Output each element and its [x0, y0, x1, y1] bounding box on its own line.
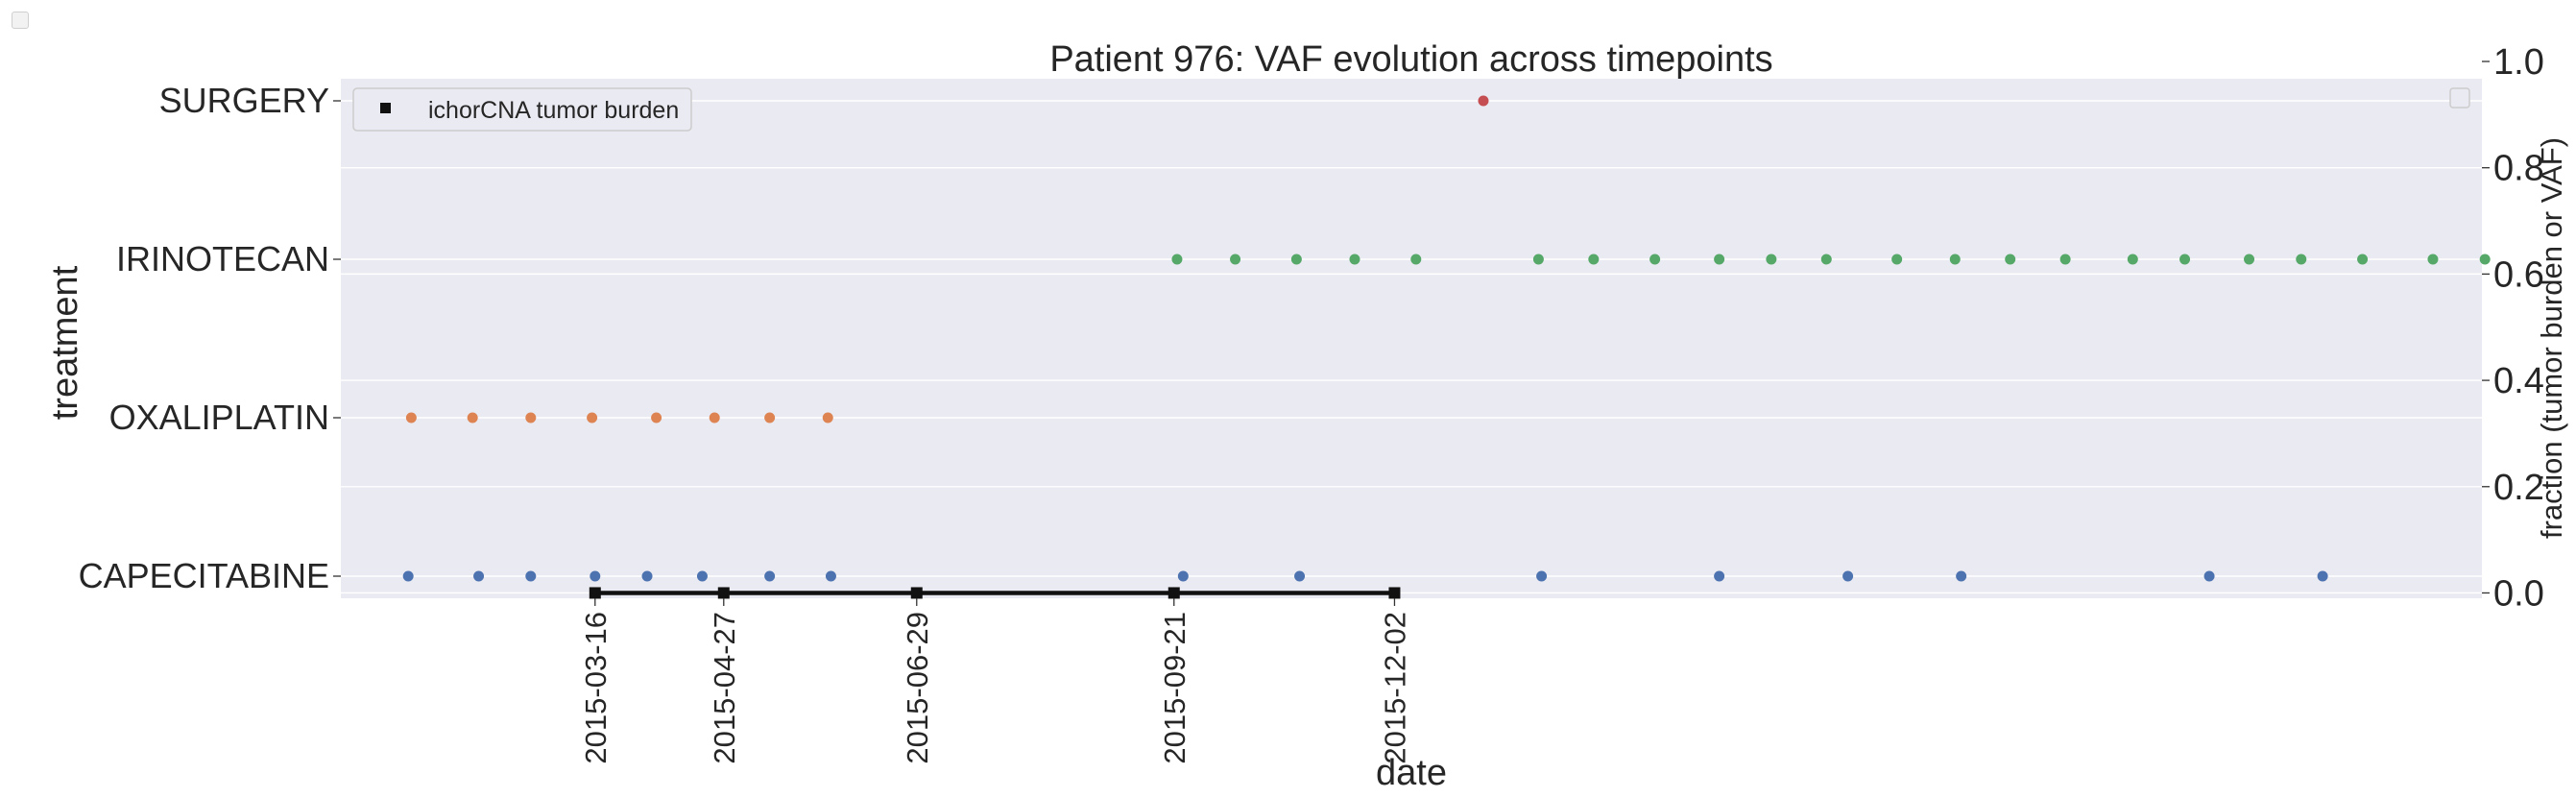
point-irinotecan [2479, 254, 2491, 265]
point-oxaliplatin [467, 412, 478, 423]
y-left-tick-label: OXALIPLATIN [109, 398, 329, 437]
series-irinotecan [1171, 254, 2491, 265]
point-irinotecan [1766, 254, 1777, 265]
axes: CAPECITABINE OXALIPLATIN IRINOTECAN SURGERY… [79, 42, 2544, 764]
point-capecitabine [1956, 570, 1967, 582]
point-irinotecan [2059, 254, 2071, 265]
y-axis-right-label: fraction (tumor burden or VAF) [2535, 137, 2568, 539]
point-irinotecan [1820, 254, 1832, 265]
y-right-tick-label: 0.2 [2493, 468, 2544, 508]
point-oxaliplatin [822, 412, 833, 423]
point-capecitabine [2203, 570, 2215, 582]
chart-title: Patient 976: VAF evolution across timepo… [1049, 39, 1772, 80]
series-surgery [1478, 95, 1489, 107]
point-irinotecan [2427, 254, 2439, 265]
series-layer [402, 95, 2491, 582]
x-tick-label: 2015-03-16 [579, 612, 613, 764]
point-irinotecan [1649, 254, 1661, 265]
point-irinotecan [2296, 254, 2307, 265]
point-capecitabine [1536, 570, 1548, 582]
x-tick-label: 2015-12-02 [1378, 612, 1411, 764]
point-surgery [1478, 95, 1489, 107]
point-irinotecan [2244, 254, 2255, 265]
tumor-burden-point [1168, 587, 1180, 599]
point-capecitabine [825, 570, 836, 582]
y-right-tick-label: 0.6 [2493, 254, 2544, 295]
point-irinotecan [1290, 254, 1302, 265]
point-oxaliplatin [651, 412, 662, 423]
point-irinotecan [1714, 254, 1725, 265]
point-irinotecan [2179, 254, 2191, 265]
point-irinotecan [1410, 254, 1422, 265]
series-capecitabine [402, 570, 2328, 582]
y-axis-left-label: treatment [45, 265, 85, 420]
point-capecitabine [1714, 570, 1725, 582]
point-oxaliplatin [525, 412, 537, 423]
tumor-burden-point [1388, 587, 1401, 599]
point-irinotecan [2005, 254, 2016, 265]
figure-corner-checkbox [12, 12, 29, 29]
y-left-tick-label: IRINOTECAN [116, 239, 329, 278]
tumor-burden-point [717, 587, 730, 599]
tumor-burden-layer [589, 587, 1401, 599]
point-capecitabine [590, 570, 601, 582]
x-tick-label: 2015-04-27 [708, 612, 741, 764]
point-oxaliplatin [764, 412, 776, 423]
point-capecitabine [764, 570, 776, 582]
plot-area [341, 79, 2482, 598]
point-irinotecan [1349, 254, 1360, 265]
point-oxaliplatin [709, 412, 720, 423]
point-irinotecan [2357, 254, 2369, 265]
point-capecitabine [696, 570, 708, 582]
y-left-tick-label: SURGERY [159, 81, 329, 120]
point-capecitabine [525, 570, 537, 582]
x-tick-label: 2015-06-29 [901, 612, 934, 764]
legend-marker-square [380, 103, 391, 113]
point-capecitabine [1177, 570, 1189, 582]
x-axis-label: date [1376, 753, 1447, 793]
legend-right-empty [2449, 87, 2470, 109]
legend-frame [352, 87, 692, 132]
legend-entry-tumor-burden: ichorCNA tumor burden [428, 97, 679, 124]
series-oxaliplatin [405, 412, 833, 423]
point-capecitabine [402, 570, 414, 582]
point-irinotecan [1949, 254, 1961, 265]
point-capecitabine [1842, 570, 1854, 582]
point-irinotecan [1588, 254, 1600, 265]
y-left-tick-label: CAPECITABINE [79, 556, 329, 595]
tumor-burden-point [910, 587, 923, 599]
point-oxaliplatin [405, 412, 417, 423]
tumor-burden-point [589, 587, 601, 599]
y-right-tick-label: 0.8 [2493, 149, 2544, 189]
point-irinotecan [2127, 254, 2138, 265]
point-irinotecan [1891, 254, 1903, 265]
point-capecitabine [1294, 570, 1306, 582]
point-oxaliplatin [587, 412, 598, 423]
y-right-tick-label: 1.0 [2493, 42, 2544, 83]
x-tick-label: 2015-09-21 [1158, 612, 1192, 764]
y-right-tick-label: 0.4 [2493, 361, 2544, 401]
point-capecitabine [473, 570, 485, 582]
legend: ichorCNA tumor burden [352, 87, 692, 132]
point-irinotecan [1230, 254, 1241, 265]
point-capecitabine [641, 570, 653, 582]
point-irinotecan [1532, 254, 1544, 265]
point-irinotecan [1171, 254, 1183, 265]
y-right-tick-label: 0.0 [2493, 573, 2544, 614]
point-capecitabine [2317, 570, 2328, 582]
